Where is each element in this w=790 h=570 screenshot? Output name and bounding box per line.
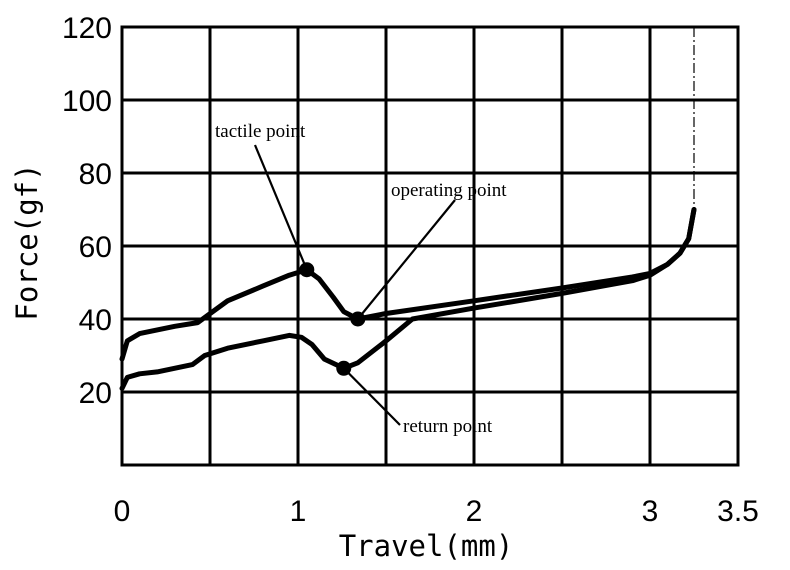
series-line-2 [119, 207, 697, 391]
series [119, 207, 697, 391]
operating-point-leader [356, 199, 456, 320]
return-point-marker [336, 360, 352, 376]
key-points [299, 262, 366, 376]
annotation-tactile-point: tactile point [215, 121, 306, 142]
annotations: tactile point operating point return poi… [215, 121, 507, 437]
plot-frame [120, 25, 740, 467]
y-tick-label: 80 [79, 158, 112, 191]
y-axis-label: Force(gf) [10, 163, 44, 320]
y-tick-label: 40 [79, 304, 112, 337]
y-axis-ticks: 20 40 60 80 100 120 [62, 12, 112, 410]
y-tick-label: 60 [79, 231, 112, 264]
x-tick-label: 3.5 [717, 495, 759, 528]
grid [122, 27, 738, 465]
x-tick-label: 3 [642, 495, 659, 528]
return-point-leader [342, 367, 401, 426]
x-axis-ticks: 0 1 2 3 3.5 [114, 495, 759, 528]
annotation-operating-point: operating point [391, 180, 507, 201]
x-tick-label: 1 [290, 495, 307, 528]
y-tick-label: 20 [79, 377, 112, 410]
operating-point-marker [350, 311, 366, 327]
y-tick-label: 100 [62, 85, 112, 118]
tactile-point-marker [299, 262, 315, 278]
x-tick-label: 0 [114, 495, 131, 528]
annotation-return-point: return point [403, 416, 493, 437]
y-tick-label: 120 [62, 12, 112, 45]
annotation-leaders [253, 144, 456, 426]
x-axis-label: Travel(mm) [339, 529, 514, 563]
tactile-point-leader [253, 144, 308, 271]
x-tick-label: 2 [466, 495, 483, 528]
